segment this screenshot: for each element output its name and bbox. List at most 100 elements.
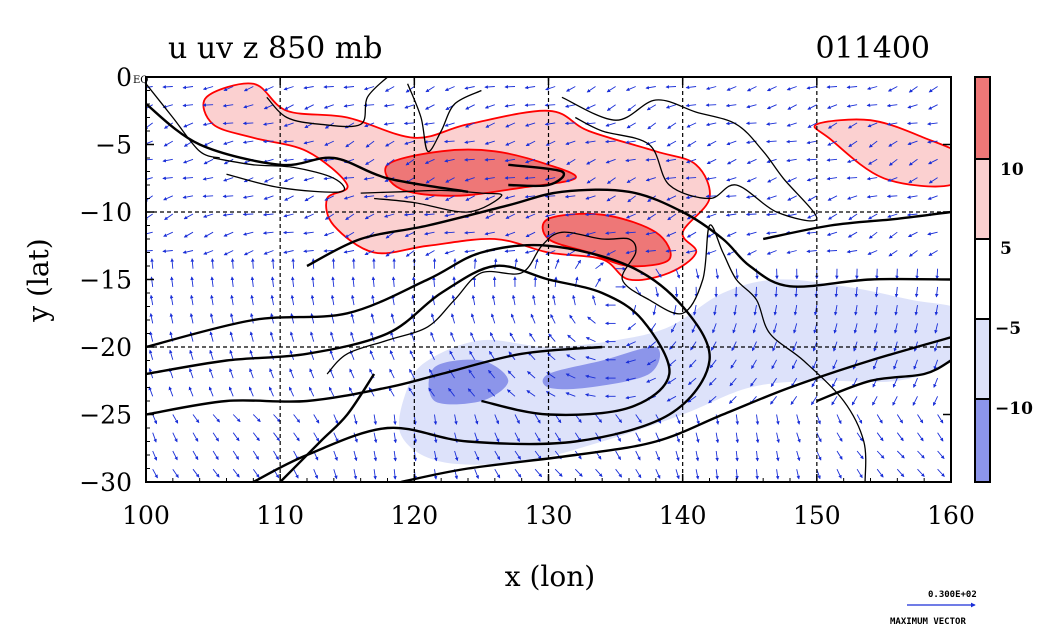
wind-vector <box>467 388 476 397</box>
wind-vector <box>792 341 798 352</box>
wind-vector <box>827 195 838 201</box>
wind-vector <box>385 250 395 257</box>
wind-vector <box>284 104 294 110</box>
wind-vector <box>847 122 858 129</box>
wind-vector <box>162 85 173 89</box>
wind-vector <box>370 313 375 324</box>
wind-vector <box>671 323 677 333</box>
chart-timestamp: 011400 <box>815 31 930 66</box>
wind-vector <box>606 104 616 111</box>
wind-vector <box>827 104 838 109</box>
wind-vector <box>465 104 475 110</box>
wind-vector <box>685 103 697 108</box>
wind-vector <box>263 122 274 126</box>
wind-vector <box>192 450 199 461</box>
wind-vector <box>695 432 700 443</box>
wind-vector <box>615 414 622 423</box>
wind-vector <box>746 158 757 164</box>
wind-vector <box>729 377 737 387</box>
wind-vector <box>404 104 415 109</box>
wind-vector <box>428 387 435 397</box>
wind-vector <box>686 158 697 164</box>
wind-vector <box>250 313 254 324</box>
wind-vector <box>585 393 596 397</box>
wind-vector <box>675 450 680 462</box>
wind-vector <box>464 177 475 182</box>
wind-vector <box>574 259 581 269</box>
wind-vector <box>584 212 596 217</box>
wind-vector <box>856 414 863 424</box>
wind-vector <box>888 231 898 239</box>
wind-vector <box>505 231 516 237</box>
wind-vector <box>345 213 355 221</box>
wind-vector <box>293 468 299 479</box>
wind-vector <box>353 469 358 480</box>
wind-vector <box>182 195 194 199</box>
wind-vector <box>273 432 280 442</box>
wind-vector <box>937 432 944 442</box>
wind-vector <box>867 122 878 128</box>
wind-vector <box>766 122 777 126</box>
wind-vector <box>675 469 680 480</box>
wind-vector <box>635 468 642 479</box>
wind-vector <box>409 350 415 360</box>
wind-vector <box>811 396 818 406</box>
shaded-region-neg-high <box>542 346 661 390</box>
wind-vector <box>735 469 739 480</box>
wind-vector <box>566 86 576 92</box>
wind-vector <box>505 122 516 128</box>
wind-vector <box>908 177 918 184</box>
wind-vector <box>209 313 214 324</box>
wind-vector <box>705 176 717 181</box>
wind-vector <box>403 121 415 126</box>
wind-vector <box>507 370 516 379</box>
wind-vector <box>787 177 797 183</box>
wind-vector <box>514 432 520 443</box>
wind-vector <box>666 395 677 402</box>
wind-vector <box>283 86 294 91</box>
wind-vector <box>242 140 254 144</box>
wind-vector <box>229 331 234 342</box>
wind-vector <box>222 194 234 199</box>
wind-vector <box>726 140 737 146</box>
wind-vector <box>230 258 235 269</box>
wind-vector <box>270 294 275 306</box>
wind-vector <box>806 86 817 90</box>
wind-vector <box>324 140 334 146</box>
wind-vector <box>645 85 656 90</box>
wind-vector <box>591 294 596 306</box>
wind-vector <box>163 195 173 201</box>
wind-vector <box>323 85 334 89</box>
wind-vector <box>605 139 616 144</box>
wind-vector <box>766 212 777 217</box>
wind-vector <box>868 158 878 165</box>
wind-vector <box>766 158 777 164</box>
wind-vector <box>786 122 797 127</box>
wind-vector <box>485 195 495 201</box>
wind-vector <box>242 121 254 126</box>
height-contour <box>279 373 376 482</box>
wind-vector <box>866 103 878 107</box>
wind-vector <box>202 86 214 91</box>
wind-vector <box>605 231 616 235</box>
colorbar-bin-neg-high <box>975 399 990 482</box>
wind-vector <box>933 377 939 388</box>
wind-vector <box>525 140 536 147</box>
wind-vector <box>627 195 636 203</box>
wind-vector <box>887 213 898 218</box>
height-contour <box>146 264 671 417</box>
wind-vector <box>152 414 158 425</box>
wind-vector <box>826 249 838 253</box>
wind-vector <box>796 432 801 443</box>
y-tick-label: −30 <box>79 468 132 497</box>
wind-vector <box>732 323 737 334</box>
wind-vector <box>487 388 496 397</box>
wind-vector <box>752 323 757 334</box>
wind-vector <box>907 104 918 109</box>
wind-vector <box>735 414 740 425</box>
wind-vector <box>162 158 173 163</box>
wind-vector <box>787 195 797 201</box>
wind-vector <box>232 468 240 478</box>
wind-vector <box>811 377 818 388</box>
wind-vector <box>169 294 174 306</box>
